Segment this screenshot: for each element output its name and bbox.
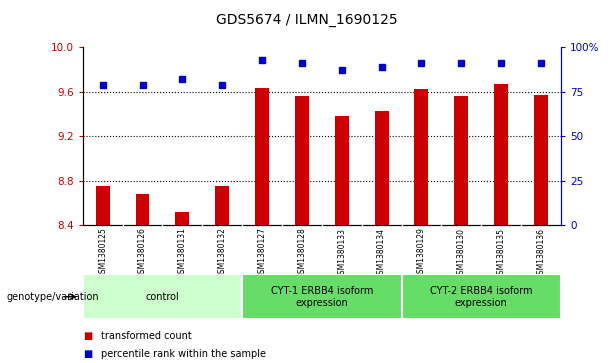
Text: GSM1380136: GSM1380136 xyxy=(536,228,546,278)
Bar xyxy=(215,186,229,225)
Text: GSM1380127: GSM1380127 xyxy=(257,228,267,278)
Text: GSM1380131: GSM1380131 xyxy=(178,228,187,278)
Text: CYT-1 ERBB4 isoform
expression: CYT-1 ERBB4 isoform expression xyxy=(270,286,373,307)
Text: GSM1380126: GSM1380126 xyxy=(138,228,147,278)
Text: CYT-2 ERBB4 isoform
expression: CYT-2 ERBB4 isoform expression xyxy=(430,286,533,307)
Bar xyxy=(402,274,561,319)
Bar xyxy=(135,194,150,225)
Text: genotype/variation: genotype/variation xyxy=(6,292,99,302)
Bar xyxy=(375,111,389,225)
Bar xyxy=(96,186,110,225)
Text: GSM1380129: GSM1380129 xyxy=(417,228,426,278)
Bar xyxy=(414,89,428,225)
Bar xyxy=(175,212,189,225)
Bar xyxy=(494,84,508,225)
Bar xyxy=(534,95,548,225)
Text: GSM1380128: GSM1380128 xyxy=(297,228,306,278)
Text: GSM1380130: GSM1380130 xyxy=(457,228,466,278)
Text: percentile rank within the sample: percentile rank within the sample xyxy=(101,349,266,359)
Text: transformed count: transformed count xyxy=(101,331,192,341)
Text: GSM1380132: GSM1380132 xyxy=(218,228,227,278)
Bar xyxy=(255,88,269,225)
Bar xyxy=(335,116,349,225)
Text: GDS5674 / ILMN_1690125: GDS5674 / ILMN_1690125 xyxy=(216,13,397,27)
Text: GSM1380125: GSM1380125 xyxy=(98,228,107,278)
Text: ■: ■ xyxy=(83,331,92,341)
Text: control: control xyxy=(145,292,180,302)
Bar xyxy=(242,274,402,319)
Text: GSM1380135: GSM1380135 xyxy=(497,228,506,278)
Text: ■: ■ xyxy=(83,349,92,359)
Text: GSM1380134: GSM1380134 xyxy=(377,228,386,278)
Bar xyxy=(295,96,309,225)
Bar xyxy=(83,274,242,319)
Text: GSM1380133: GSM1380133 xyxy=(337,228,346,278)
Bar xyxy=(454,96,468,225)
